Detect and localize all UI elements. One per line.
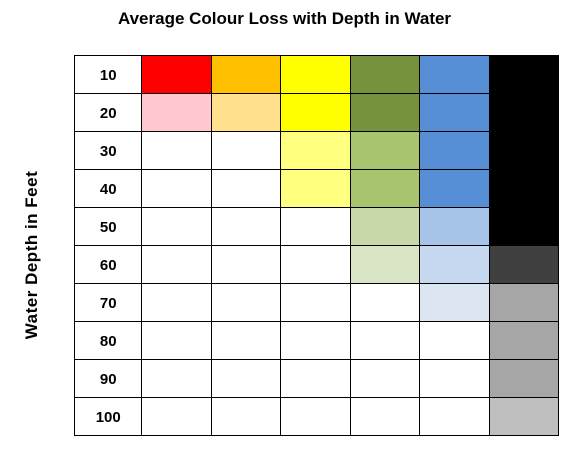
colour-cell-green (349, 245, 421, 284)
grid-row: 10 (73, 55, 560, 94)
colour-cell-red (141, 131, 212, 170)
colour-depth-grid: 10 20 30 40 50 60 70 80 90 100 (73, 55, 560, 436)
colour-cell-black (488, 55, 560, 94)
colour-cell-green (349, 131, 421, 170)
depth-label: 20 (73, 93, 143, 132)
depth-label: 50 (73, 207, 143, 246)
colour-cell-green (349, 397, 421, 436)
colour-cell-green (349, 283, 421, 322)
colour-cell-black (488, 245, 560, 284)
y-axis-label: Water Depth in Feet (22, 170, 41, 340)
colour-cell-red (141, 283, 212, 322)
depth-label: 100 (73, 397, 143, 436)
colour-cell-red (141, 245, 212, 284)
colour-cell-black (488, 397, 560, 436)
colour-cell-yellow (280, 169, 351, 208)
colour-cell-yellow (280, 359, 351, 398)
grid-row: 90 (73, 359, 560, 398)
colour-cell-orange (210, 131, 282, 170)
colour-cell-black (488, 321, 560, 360)
colour-cell-red (141, 321, 212, 360)
colour-cell-yellow (280, 245, 351, 284)
depth-label: 30 (73, 131, 143, 170)
colour-cell-black (488, 207, 560, 246)
depth-label: 60 (73, 245, 143, 284)
colour-cell-red (141, 207, 212, 246)
colour-cell-blue (419, 245, 490, 284)
grid-row: 30 (73, 131, 560, 170)
grid-row: 70 (73, 283, 560, 322)
colour-cell-red (141, 397, 212, 436)
chart-title: Average Colour Loss with Depth in Water (117, 9, 452, 28)
colour-cell-red (141, 93, 212, 132)
grid-row: 50 (73, 207, 560, 246)
colour-cell-yellow (280, 207, 351, 246)
colour-cell-green (349, 359, 421, 398)
colour-cell-blue (419, 207, 490, 246)
colour-cell-black (488, 93, 560, 132)
colour-cell-blue (419, 283, 490, 322)
colour-cell-yellow (280, 55, 351, 94)
colour-cell-orange (210, 169, 282, 208)
colour-cell-black (488, 283, 560, 322)
depth-label: 90 (73, 359, 143, 398)
colour-cell-black (488, 169, 560, 208)
colour-cell-blue (419, 93, 490, 132)
colour-cell-orange (210, 55, 282, 94)
colour-cell-green (349, 93, 421, 132)
colour-cell-orange (210, 93, 282, 132)
colour-cell-green (349, 321, 421, 360)
depth-label: 40 (73, 169, 143, 208)
colour-cell-red (141, 359, 212, 398)
colour-cell-blue (419, 131, 490, 170)
colour-cell-orange (210, 397, 282, 436)
depth-label: 10 (73, 55, 143, 94)
colour-cell-blue (419, 55, 490, 94)
colour-cell-black (488, 359, 560, 398)
colour-cell-yellow (280, 131, 351, 170)
colour-cell-blue (419, 169, 490, 208)
colour-cell-green (349, 169, 421, 208)
colour-cell-blue (419, 359, 490, 398)
grid-row: 100 (73, 397, 560, 436)
colour-cell-orange (210, 283, 282, 322)
colour-cell-yellow (280, 93, 351, 132)
grid-row: 40 (73, 169, 560, 208)
grid-row: 20 (73, 93, 560, 132)
colour-cell-green (349, 207, 421, 246)
colour-cell-green (349, 55, 421, 94)
colour-cell-blue (419, 397, 490, 436)
colour-cell-orange (210, 359, 282, 398)
colour-cell-orange (210, 207, 282, 246)
colour-cell-yellow (280, 397, 351, 436)
depth-label: 80 (73, 321, 143, 360)
colour-cell-red (141, 169, 212, 208)
grid-row: 60 (73, 245, 560, 284)
depth-label: 70 (73, 283, 143, 322)
colour-cell-orange (210, 245, 282, 284)
grid-row: 80 (73, 321, 560, 360)
colour-cell-black (488, 131, 560, 170)
colour-cell-orange (210, 321, 282, 360)
colour-cell-blue (419, 321, 490, 360)
colour-cell-yellow (280, 283, 351, 322)
colour-cell-yellow (280, 321, 351, 360)
colour-cell-red (141, 55, 212, 94)
y-axis-label-area: Water Depth in Feet (0, 55, 64, 455)
